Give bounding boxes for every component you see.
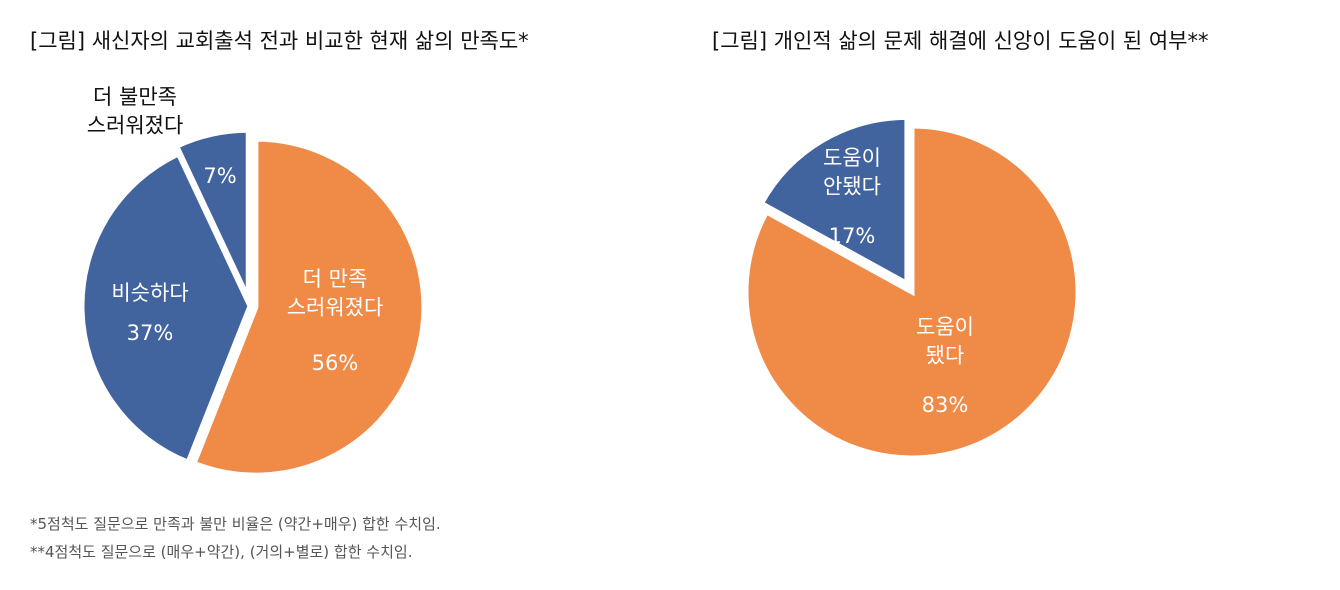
footnote: *5점척도 질문으로 만족과 불만 비율은 (약간+매우) 합한 수치임. (30, 515, 441, 533)
pie-slice (173, 127, 251, 300)
category-label: 더 만족 스러워졌다 (287, 267, 384, 319)
category-label: 도움이 안됐다 (823, 146, 881, 198)
chart-title: [그림] 개인적 삶의 문제 해결에 신앙이 도움이 된 여부** (712, 29, 1209, 53)
pie-slice (743, 123, 1081, 461)
value-label: 37% (127, 321, 174, 345)
pie-slice (758, 114, 910, 288)
value-label: 17% (829, 224, 876, 248)
category-label: 도움이 됐다 (916, 315, 974, 367)
value-label: 7% (203, 164, 236, 188)
footnote: **4점척도 질문으로 (매우+약간), (거의+별로) 합한 수치임. (30, 543, 412, 561)
category-label: 비슷하다 (111, 281, 188, 305)
category-label: 더 불만족 스러워졌다 (87, 85, 184, 137)
chart-title: [그림] 새신자의 교회출석 전과 비교한 현재 삶의 만족도* (30, 29, 529, 53)
value-label: 56% (312, 351, 359, 375)
pie-slice (79, 150, 253, 466)
pie-slice (190, 136, 427, 478)
value-label: 83% (922, 393, 969, 417)
